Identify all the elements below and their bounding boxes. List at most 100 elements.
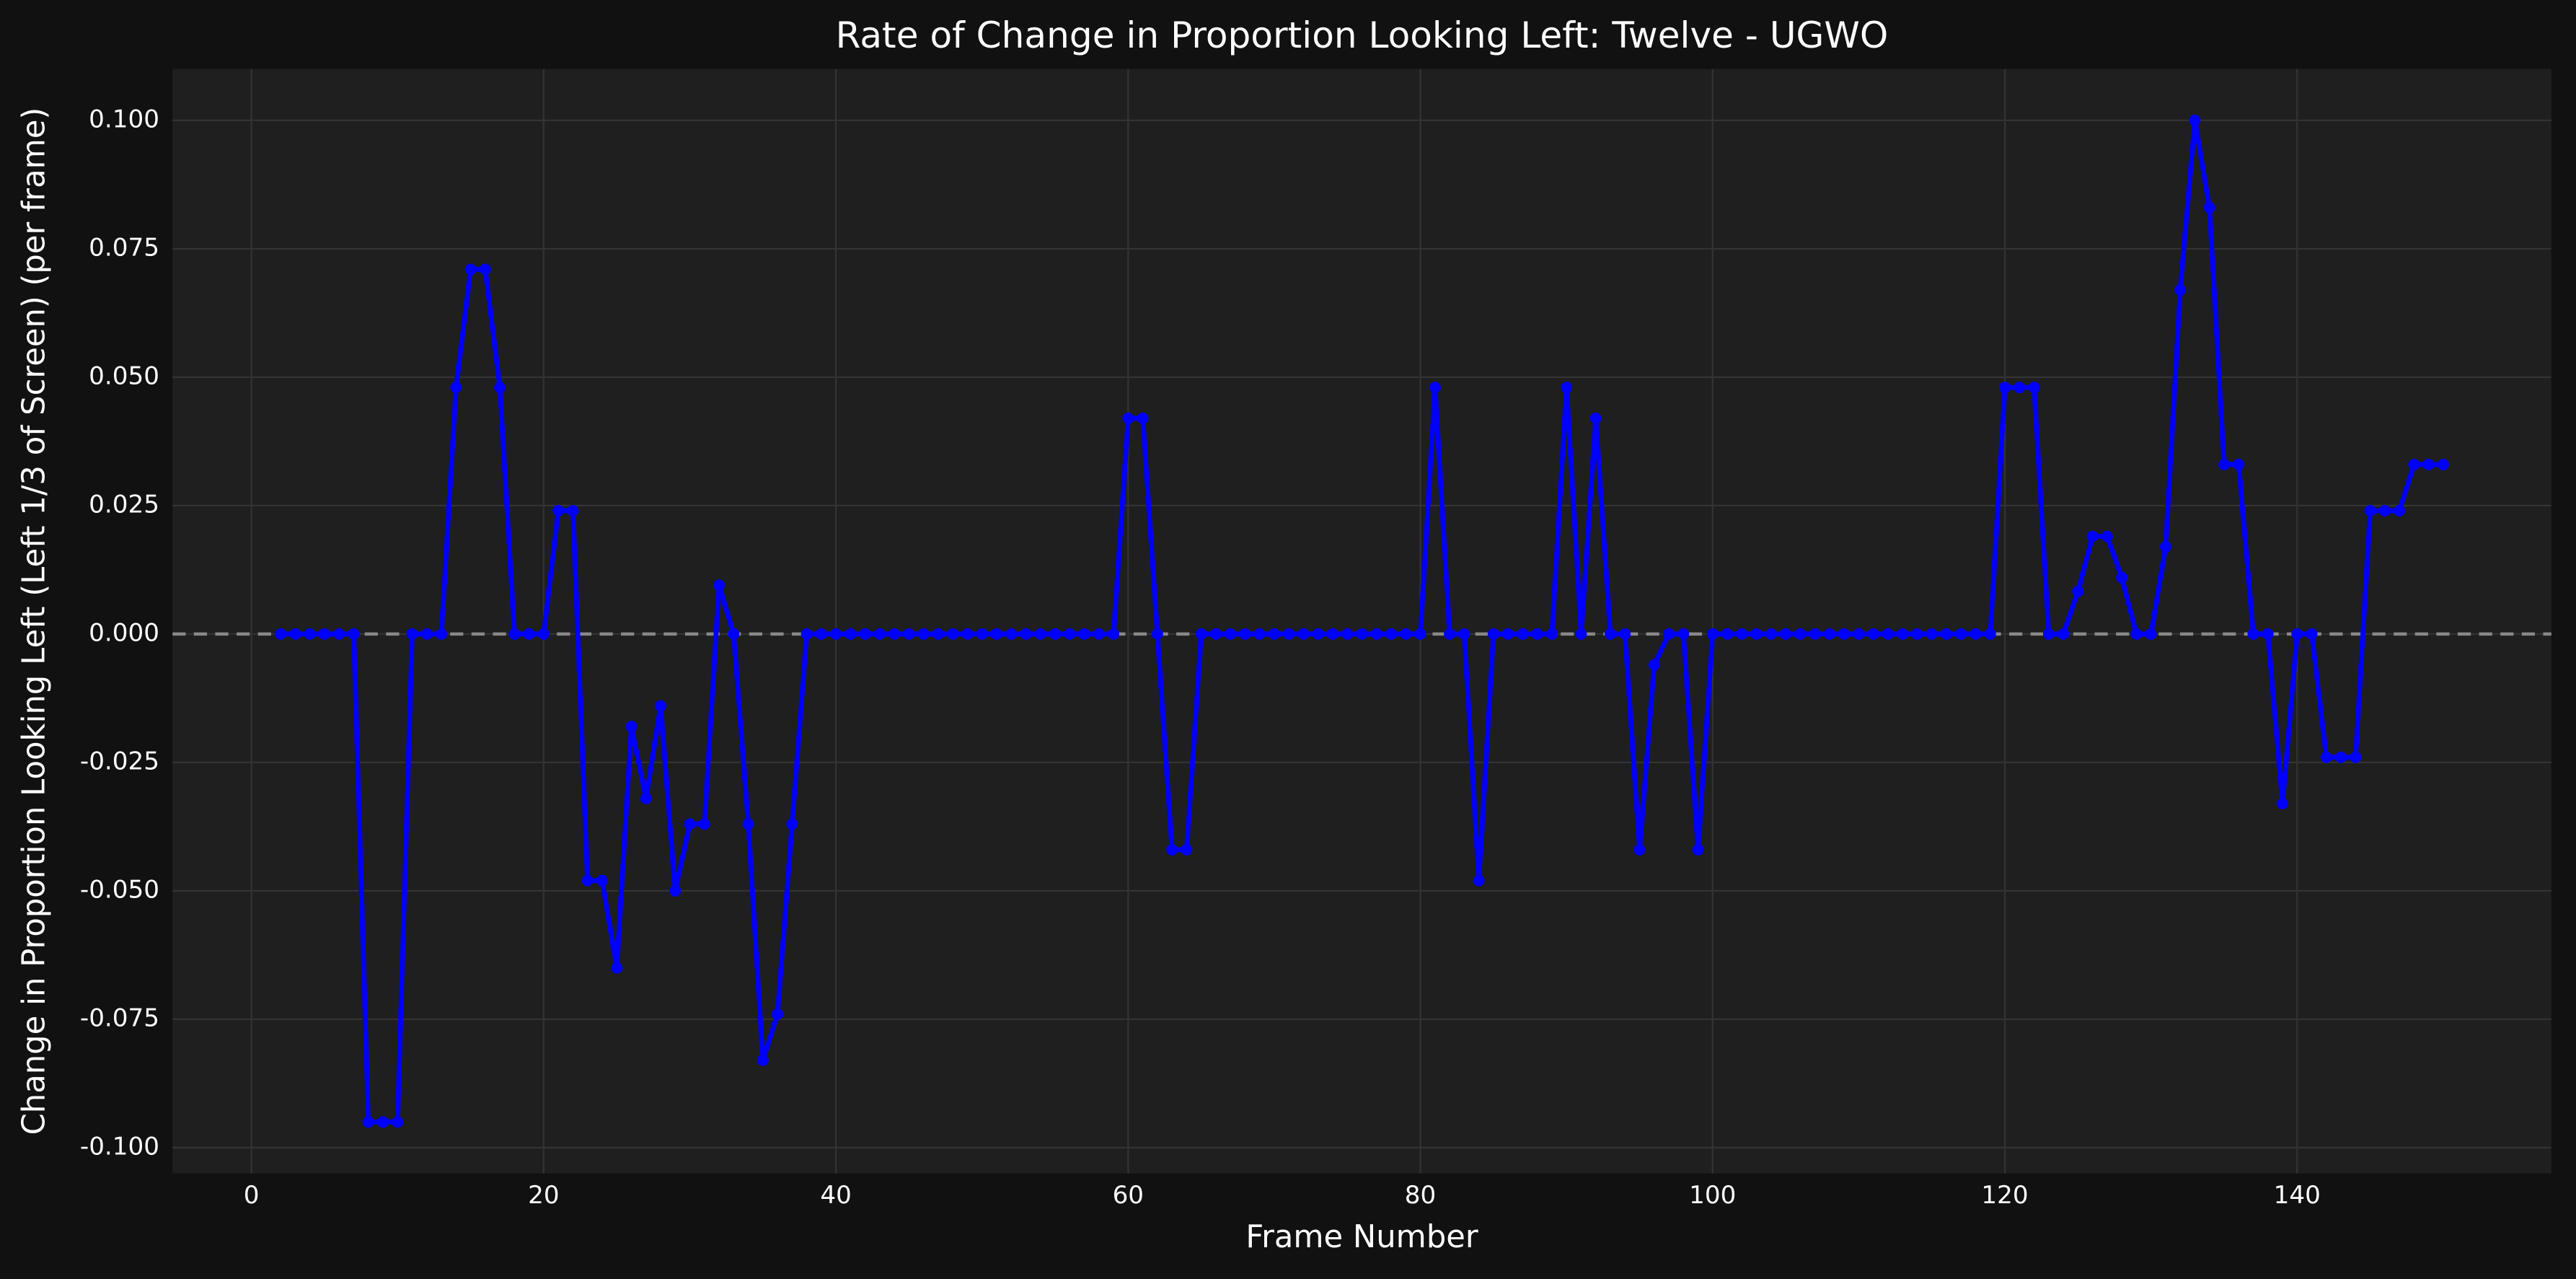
- y-tick-label: 0.000: [89, 618, 159, 647]
- data-point: [275, 628, 287, 640]
- data-point: [318, 628, 330, 640]
- data-point: [990, 628, 1002, 640]
- data-point: [1633, 843, 1646, 856]
- data-point: [567, 505, 579, 517]
- data-point: [1911, 628, 1923, 640]
- y-tick-label: 0.050: [89, 361, 159, 390]
- data-point: [2364, 505, 2376, 517]
- data-point: [1619, 628, 1631, 640]
- data-point: [377, 1116, 389, 1128]
- data-point: [362, 1116, 374, 1128]
- data-point: [508, 628, 521, 640]
- data-point: [1093, 628, 1105, 640]
- x-tick-label: 140: [2274, 1181, 2321, 1210]
- data-point: [2159, 540, 2171, 553]
- x-tick-label: 60: [1113, 1181, 1144, 1210]
- data-point: [2013, 382, 2026, 394]
- data-point: [2130, 628, 2143, 640]
- data-point: [713, 579, 725, 592]
- data-point: [1736, 628, 1748, 640]
- data-point: [2189, 114, 2201, 126]
- data-point: [552, 505, 565, 517]
- data-point: [1312, 628, 1324, 640]
- data-point: [1209, 628, 1222, 640]
- x-tick-label: 120: [1981, 1181, 2028, 1210]
- data-point: [1838, 628, 1851, 640]
- data-point: [1648, 659, 1660, 671]
- data-point: [2262, 628, 2274, 640]
- y-tick-label: 0.025: [89, 490, 159, 519]
- data-point: [976, 628, 988, 640]
- data-point: [1078, 628, 1090, 640]
- data-point: [917, 628, 930, 640]
- data-point: [450, 382, 462, 394]
- data-point: [1400, 628, 1412, 640]
- data-point: [903, 628, 915, 640]
- data-point: [698, 818, 710, 830]
- data-point: [2174, 284, 2187, 296]
- data-point: [2086, 530, 2099, 542]
- data-point: [2437, 458, 2449, 470]
- data-point: [1253, 628, 1266, 640]
- data-point: [2057, 628, 2070, 640]
- data-point: [1385, 628, 1398, 640]
- data-point: [1064, 628, 1076, 640]
- data-point: [2145, 628, 2157, 640]
- data-point: [625, 721, 638, 733]
- data-point: [1663, 628, 1675, 640]
- data-point: [1473, 874, 1485, 887]
- data-point: [1897, 628, 1909, 640]
- data-point: [2028, 382, 2040, 394]
- data-point: [1561, 382, 1573, 394]
- y-tick-label: 0.075: [89, 233, 159, 262]
- y-tick-label: -0.050: [80, 875, 159, 904]
- data-point: [742, 818, 754, 830]
- data-point: [2335, 751, 2347, 763]
- data-point: [1517, 628, 1529, 640]
- y-tick-label: -0.075: [80, 1003, 159, 1032]
- x-tick-label: 100: [1689, 1181, 1736, 1210]
- data-point: [479, 263, 491, 276]
- data-point: [1823, 628, 1835, 640]
- data-point: [1604, 628, 1616, 640]
- data-point: [392, 1116, 404, 1128]
- data-point: [2277, 797, 2288, 809]
- data-point: [1341, 628, 1354, 640]
- data-point: [304, 628, 316, 640]
- data-point: [786, 818, 798, 830]
- data-point: [2408, 458, 2420, 470]
- data-point: [2394, 505, 2406, 517]
- data-point: [1151, 628, 1163, 640]
- y-tick-label: -0.100: [80, 1132, 159, 1161]
- data-point: [1502, 628, 1514, 640]
- data-point: [1809, 628, 1821, 640]
- data-point: [1356, 628, 1368, 640]
- data-point: [1370, 628, 1382, 640]
- data-point: [2203, 201, 2215, 214]
- data-point: [2320, 751, 2332, 763]
- data-point: [523, 628, 535, 640]
- data-point: [2291, 628, 2303, 640]
- data-point: [1487, 628, 1499, 640]
- data-point: [406, 628, 418, 640]
- data-point: [1853, 628, 1865, 640]
- data-point: [1429, 382, 1441, 394]
- data-point: [1721, 628, 1734, 640]
- data-point: [494, 382, 506, 394]
- data-point: [1268, 628, 1280, 640]
- y-tick-label: -0.025: [80, 747, 159, 775]
- data-point: [2233, 458, 2245, 470]
- data-point: [654, 700, 666, 712]
- x-tick-label: 40: [820, 1181, 851, 1210]
- data-point: [1225, 628, 1237, 640]
- data-point: [757, 1054, 769, 1066]
- data-point: [947, 628, 959, 640]
- x-tick-label: 20: [528, 1181, 559, 1210]
- data-point: [1955, 628, 1967, 640]
- data-point: [1122, 412, 1134, 424]
- data-point: [596, 874, 608, 887]
- data-point: [1545, 628, 1558, 640]
- data-point: [1765, 628, 1777, 640]
- data-point: [611, 962, 623, 974]
